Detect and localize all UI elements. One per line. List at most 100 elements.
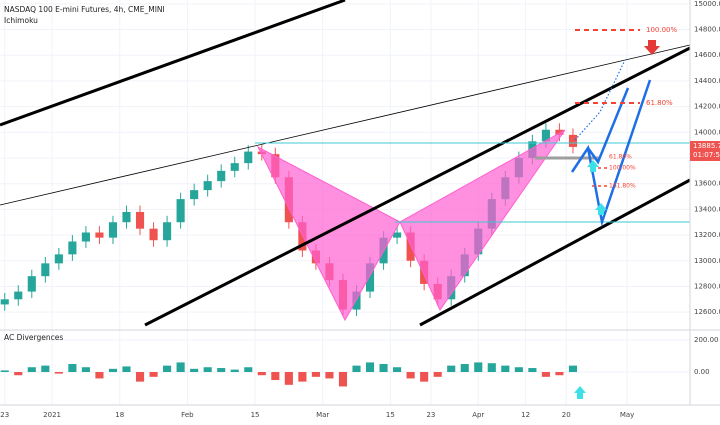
projection-dotted bbox=[574, 59, 626, 141]
y-tick-label: 13200.00 bbox=[694, 231, 720, 239]
oscillator-bar bbox=[514, 367, 523, 373]
y-tick-label: 13400.00 bbox=[694, 205, 720, 213]
projection bbox=[586, 87, 630, 165]
y-tick-label: 12800.00 bbox=[694, 282, 720, 290]
oscillator-bar bbox=[501, 365, 510, 373]
candle-body bbox=[14, 291, 23, 300]
candle-body bbox=[244, 151, 253, 164]
oscillator-bar bbox=[311, 372, 320, 377]
candle-body bbox=[406, 232, 415, 261]
oscillator-bar bbox=[149, 372, 158, 377]
candle-body bbox=[108, 222, 118, 238]
oscillator-bar bbox=[420, 372, 429, 382]
x-tick-label: 18 bbox=[115, 411, 124, 419]
oscillator-bar bbox=[14, 372, 23, 376]
candle-body bbox=[176, 199, 185, 223]
oscillator-bar bbox=[406, 372, 415, 379]
candle-body bbox=[203, 181, 212, 191]
candle-body bbox=[0, 299, 9, 305]
up-arrow bbox=[595, 203, 607, 215]
trend-line bbox=[0, 44, 691, 206]
countdown-label: 01:07:52 bbox=[693, 151, 720, 159]
indicator-name: Ichimoku bbox=[4, 16, 38, 25]
y-tick-label: 200.00 bbox=[694, 336, 719, 344]
channel-mid bbox=[144, 46, 691, 327]
chart-title: NASDAQ 100 E-mini Futures, 4h, CME_MINI bbox=[4, 5, 165, 14]
candle-body bbox=[568, 134, 578, 147]
y-tick-label: 14200.00 bbox=[694, 103, 720, 111]
channel-top bbox=[0, 0, 346, 127]
oscillator-bar bbox=[163, 365, 172, 373]
oscillator-bar bbox=[68, 364, 77, 373]
oscillator-bar bbox=[325, 372, 334, 379]
oscillator-bar bbox=[203, 367, 212, 373]
harmonic-xab bbox=[256, 145, 401, 322]
channel-low bbox=[419, 178, 691, 327]
candle-body bbox=[81, 232, 90, 242]
oscillator-bar bbox=[230, 369, 239, 373]
x-tick-label: Feb bbox=[181, 411, 194, 419]
oscillator-bar bbox=[460, 364, 469, 373]
y-tick-label: 13000.00 bbox=[694, 257, 720, 265]
oscillator-bar bbox=[135, 372, 145, 382]
candle-body bbox=[41, 263, 50, 277]
oscillator-bar bbox=[244, 367, 253, 373]
oscillator-bar bbox=[365, 362, 375, 373]
oscillator-bar bbox=[0, 370, 9, 373]
last-price-tag bbox=[690, 140, 720, 161]
candle-body bbox=[27, 276, 36, 292]
fib-label: 100.00% bbox=[609, 165, 636, 172]
oscillator-bar bbox=[338, 372, 348, 387]
oscillator-bar bbox=[122, 366, 131, 373]
candle-body bbox=[352, 291, 361, 310]
projection bbox=[570, 79, 652, 227]
candle-body bbox=[217, 170, 226, 182]
oscillator-bar bbox=[190, 368, 199, 373]
oscillator-bar bbox=[271, 372, 280, 381]
oscillator-bar bbox=[352, 365, 361, 373]
oscillator-bar bbox=[217, 368, 226, 373]
oscillator-title: AC Divergences bbox=[4, 333, 63, 342]
x-tick-label: 15 bbox=[386, 411, 395, 419]
oscillator-bar bbox=[568, 365, 578, 373]
candle-body bbox=[555, 129, 564, 135]
candle-body bbox=[163, 222, 172, 241]
y-tick-label: 12600.00 bbox=[694, 308, 720, 316]
oscillator-bar bbox=[54, 372, 63, 374]
oscillator-bar bbox=[447, 365, 456, 373]
fib-label: 61.80% bbox=[609, 154, 632, 161]
oscillator-bar bbox=[27, 367, 36, 373]
x-tick-label: 15 bbox=[251, 411, 260, 419]
oscillator-bar bbox=[298, 372, 307, 382]
y-tick-label: 15000.00 bbox=[694, 0, 720, 8]
candle-body bbox=[135, 211, 145, 229]
down-arrow bbox=[644, 40, 660, 55]
x-tick-label: Mar bbox=[316, 411, 329, 419]
y-tick-label: 14800.00 bbox=[694, 26, 720, 34]
candle-body bbox=[230, 163, 239, 171]
candle-body bbox=[190, 190, 199, 200]
up-arrow bbox=[574, 386, 586, 399]
y-tick-label: 14000.00 bbox=[694, 128, 720, 136]
y-tick-label: 14400.00 bbox=[694, 77, 720, 85]
oscillator-bar bbox=[528, 368, 537, 373]
candle-body bbox=[365, 263, 375, 292]
oscillator-bar bbox=[257, 372, 266, 376]
oscillator-bar bbox=[108, 368, 118, 373]
y-tick-label: 13600.00 bbox=[694, 180, 720, 188]
candle-body bbox=[122, 211, 131, 223]
fib-label: 61.80% bbox=[646, 99, 673, 107]
oscillator-bar bbox=[474, 362, 483, 373]
x-tick-label: 2021 bbox=[43, 411, 61, 419]
candle-body bbox=[149, 228, 158, 241]
fib-label: 161.80% bbox=[609, 183, 636, 190]
candle-body bbox=[393, 232, 402, 238]
x-tick-label: 23 bbox=[426, 411, 435, 419]
x-tick-label: Apr bbox=[472, 411, 484, 419]
oscillator-bar bbox=[95, 372, 104, 379]
candle-body bbox=[95, 232, 104, 238]
oscillator-bar bbox=[555, 372, 564, 376]
oscillator-bar bbox=[379, 364, 388, 373]
oscillator-bar bbox=[541, 372, 550, 377]
